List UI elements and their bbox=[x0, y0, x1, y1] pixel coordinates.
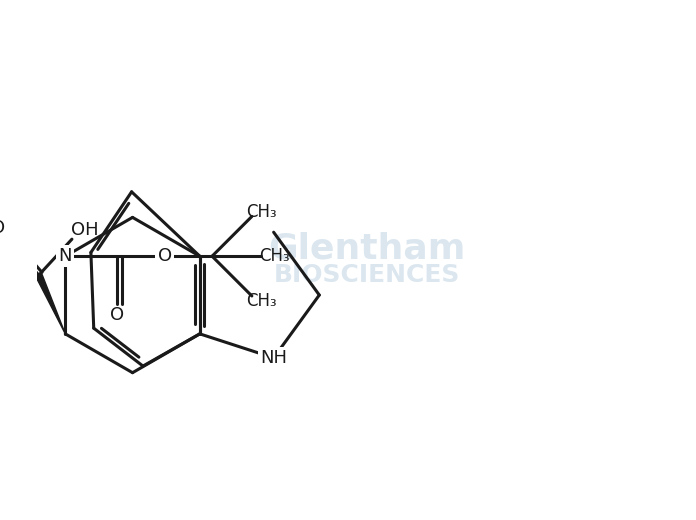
Text: Glentham: Glentham bbox=[268, 231, 465, 266]
Text: O: O bbox=[111, 306, 125, 324]
Text: CH₃: CH₃ bbox=[246, 203, 276, 220]
Polygon shape bbox=[35, 274, 65, 334]
Text: N: N bbox=[58, 247, 72, 265]
Text: O: O bbox=[158, 247, 172, 265]
Text: OH: OH bbox=[72, 220, 99, 239]
Text: BIOSCIENCES: BIOSCIENCES bbox=[274, 263, 459, 287]
Text: O: O bbox=[0, 219, 5, 237]
Text: CH₃: CH₃ bbox=[246, 292, 276, 310]
Text: CH₃: CH₃ bbox=[260, 247, 290, 265]
Text: NH: NH bbox=[260, 349, 287, 367]
